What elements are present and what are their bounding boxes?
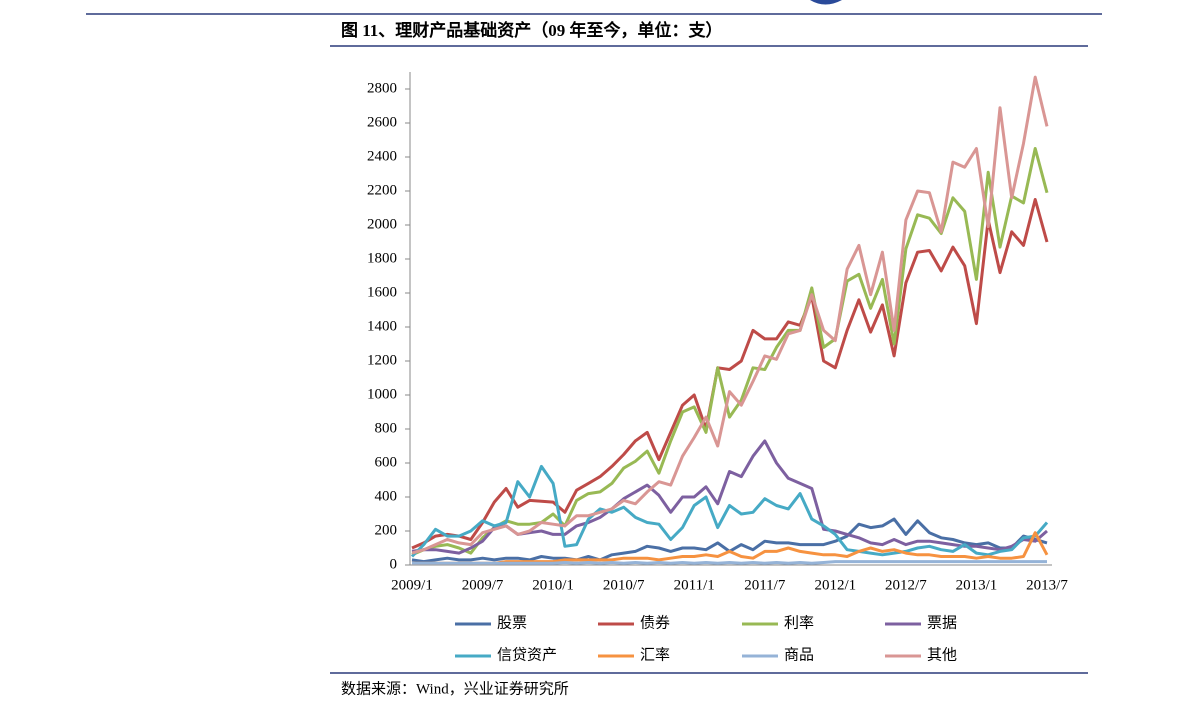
- series-line: [411, 147, 1049, 557]
- y-tick-label: 200: [375, 522, 398, 538]
- series-line: [412, 560, 1047, 565]
- x-tick-label: 2012/1: [814, 577, 856, 593]
- series-line: [411, 75, 1049, 555]
- y-tick-label: 2200: [367, 182, 397, 198]
- legend-label: 其他: [927, 646, 957, 663]
- series-line: [411, 198, 1049, 550]
- series-line: [411, 439, 1048, 555]
- legend-label: 债券: [640, 614, 670, 631]
- series-line: [410, 464, 1049, 558]
- y-tick-label: 0: [390, 556, 398, 572]
- x-tick-label: 2010/1: [532, 577, 574, 593]
- y-tick-label: 400: [375, 488, 398, 504]
- y-tick-label: 600: [375, 454, 398, 470]
- x-tick-label: 2011/1: [674, 577, 715, 593]
- legend-label: 商品: [784, 646, 814, 663]
- legend-label: 信贷资产: [497, 646, 557, 663]
- y-tick-label: 2600: [367, 114, 397, 130]
- y-tick-label: 2400: [367, 148, 397, 164]
- source-note: 数据来源：Wind，兴业证券研究所: [341, 680, 569, 697]
- y-tick-label: 1200: [367, 352, 397, 368]
- logo-fragment: [810, 0, 842, 5]
- y-tick-label: 1400: [367, 318, 397, 334]
- chart-title: 图 11、理财产品基础资产（09 年至今，单位：支）: [341, 20, 723, 40]
- y-tick-label: 1000: [367, 386, 397, 402]
- x-tick-label: 2013/1: [956, 577, 998, 593]
- x-tick-label: 2011/7: [744, 577, 786, 593]
- x-tick-label: 2009/1: [391, 577, 433, 593]
- y-tick-label: 1800: [367, 250, 397, 266]
- y-tick-label: 1600: [367, 284, 397, 300]
- y-tick-label: 800: [375, 420, 398, 436]
- x-tick-label: 2012/7: [885, 577, 927, 593]
- y-tick-label: 2800: [367, 80, 397, 96]
- legend-label: 利率: [784, 614, 814, 631]
- y-tick-label: 2000: [367, 216, 397, 232]
- legend-label: 票据: [927, 614, 957, 631]
- legend-label: 股票: [497, 614, 527, 631]
- x-tick-label: 2013/7: [1026, 577, 1068, 593]
- series-line: [412, 531, 1049, 565]
- x-tick-label: 2009/7: [462, 577, 504, 593]
- x-tick-label: 2010/7: [603, 577, 645, 593]
- legend-label: 汇率: [640, 646, 670, 663]
